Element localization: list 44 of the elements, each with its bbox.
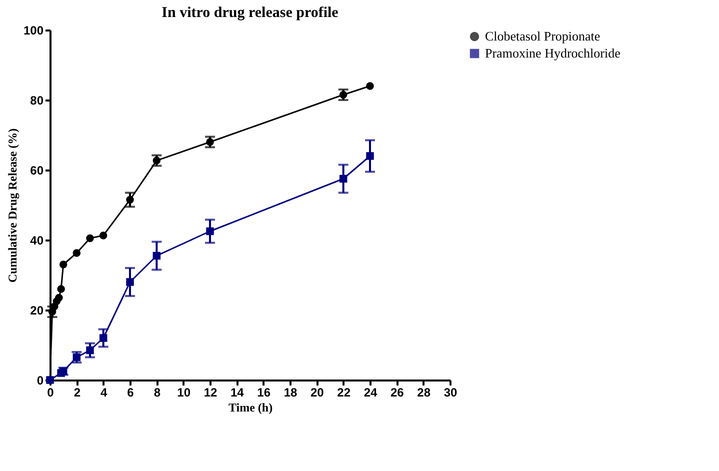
point [366,82,374,90]
point [55,294,63,302]
point [59,260,68,268]
x-axis-title: Time (h) [228,400,273,414]
x-tick-label: 26 [390,386,404,400]
chart-title: In vitro drug release profile [162,5,339,21]
point [57,285,65,293]
x-tick-label: 8 [154,386,161,400]
x-tick-label: 14 [230,386,244,400]
x-tick-label: 6 [127,386,134,400]
point [86,346,94,354]
x-tick-label: 12 [204,386,218,400]
x-tick-label: 30 [444,386,458,400]
point [86,234,94,242]
y-tick-label: 0 [36,374,44,388]
point [206,138,214,146]
y-tick-label: 100 [23,24,44,38]
x-tick-label: 20 [310,386,324,400]
legend-label: Pramoxine Hydrochloride [485,46,621,60]
point [152,156,161,164]
y-tick-label: 20 [30,304,44,318]
point [99,232,108,240]
x-tick-label: 24 [364,386,378,400]
point [366,152,374,160]
x-tick-label: 16 [257,386,271,400]
x-tick-label: 0 [47,386,54,400]
point [339,174,348,183]
point [99,334,108,342]
legend-label: Clobetasol Propionate [485,28,600,44]
y-tick-label: 40 [30,234,44,248]
point [126,196,134,204]
x-tick-label: 10 [177,386,191,400]
point [152,252,161,260]
x-tick-label: 18 [284,386,298,400]
y-tick-label: 80 [30,94,44,108]
point [126,278,134,286]
x-tick-label: 28 [417,386,431,400]
x-tick-label: 4 [100,386,108,400]
x-tick-label: 2 [74,386,81,400]
point [206,227,214,236]
x-tick-label: 22 [337,386,351,400]
point [72,249,81,257]
y-axis-title: Cumulative Drug Release (%) [5,128,20,283]
y-tick-label: 60 [30,164,44,178]
